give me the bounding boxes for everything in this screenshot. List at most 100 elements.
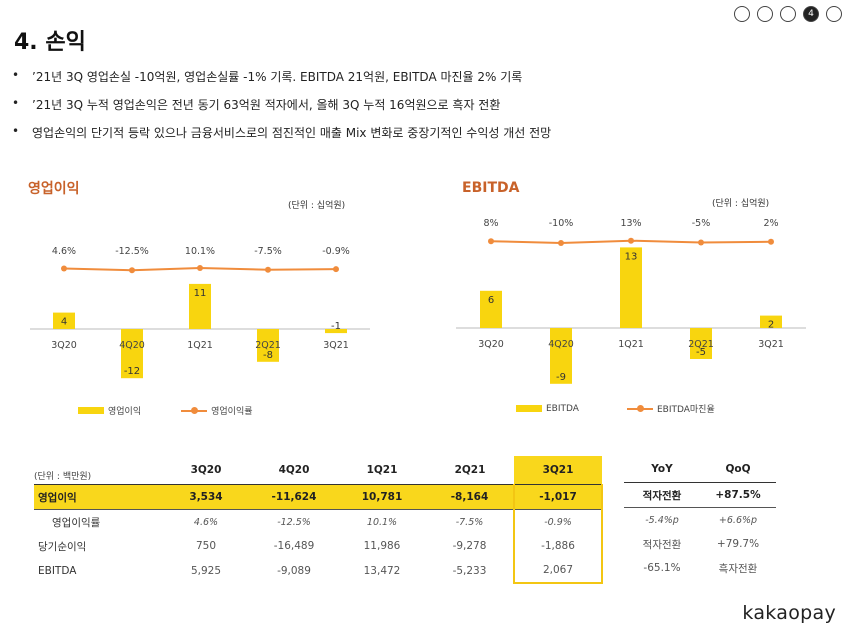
bar-value-label: -8 (263, 350, 273, 361)
line-value-label: 13% (620, 218, 641, 229)
row-label: 영업이익 (34, 484, 162, 510)
category-label: 3Q21 (758, 339, 784, 350)
bullet-item: • ’21년 3Q 누적 영업손익은 전년 동기 63억원 적자에서, 올해 3Q… (12, 96, 551, 124)
category-label: 4Q20 (119, 340, 145, 351)
table-row: -65.1% 흑자전환 (624, 556, 776, 580)
table-cell: 750 (195, 540, 217, 552)
growth-table: YoY QoQ 적자전환 +87.5% -5.4%p +6.6%p 적자전환 +… (624, 456, 776, 580)
legend-bar-swatch (78, 407, 104, 414)
margin-point-3Q21 (768, 238, 774, 245)
table-header: YoY (624, 456, 700, 483)
table-cell: +79.7% (716, 538, 760, 550)
line-value-label: 4.6% (52, 246, 76, 257)
bar-value-label: 11 (194, 288, 207, 299)
legend-bar-label: EBITDA (546, 403, 579, 414)
bullet-list: • ’21년 3Q 영업손실 -10억원, 영업손실률 -1% 기록. EBITD… (12, 68, 551, 152)
financial-table: (단위 : 백만원) 3Q20 4Q20 1Q21 2Q21 3Q21 영업이익… (34, 456, 603, 584)
table-cell: 3,534 (162, 484, 250, 510)
bullet-mark: • (12, 96, 20, 110)
legend-line-swatch (181, 406, 208, 414)
page-dot-1[interactable] (734, 6, 750, 22)
bar-value-label: -9 (556, 372, 566, 383)
bullet-text: ’21년 3Q 누적 영업손익은 전년 동기 63억원 적자에서, 올해 3Q … (32, 98, 501, 112)
bar-value-label: -5 (696, 347, 706, 358)
legend-bar-swatch (516, 405, 542, 412)
table-cell: -5,233 (452, 564, 487, 577)
line-value-label: -7.5% (254, 246, 282, 257)
table-cell: 5,925 (190, 564, 222, 577)
line-value-label: 10.1% (185, 246, 215, 257)
bar-3Q21 (760, 315, 782, 328)
page-dot-5[interactable] (826, 6, 842, 22)
bar-4Q20 (121, 329, 143, 379)
page-dot-4-current[interactable]: 4 (803, 6, 819, 22)
bullet-mark: • (12, 124, 20, 138)
table-row: 당기순이익 750 -16,489 11,986 -9,278 -1,886 (34, 534, 603, 558)
bullet-text: ’21년 3Q 영업손실 -10억원, 영업손실률 -1% 기록. EBITDA… (32, 70, 523, 84)
table-cell: 적자전환 (642, 538, 682, 551)
legend-operating-profit: 영업이익 영업이익률 (78, 404, 253, 417)
table-header-row: YoY QoQ (624, 456, 776, 483)
page-dot-2[interactable] (757, 6, 773, 22)
page-title: 4. 손익 (14, 30, 86, 55)
chart-unit-left: (단위 : 십억원) (288, 201, 346, 211)
table-cell: -11,624 (250, 484, 338, 510)
legend-line-label: 영업이익률 (211, 407, 253, 417)
table-row: 적자전환 +87.5% (624, 482, 776, 508)
line-value-label: -12.5% (115, 246, 149, 257)
bar-value-label: -12 (124, 366, 140, 377)
table-cell: -16,489 (273, 540, 315, 552)
table-header: 2Q21 (426, 456, 514, 485)
category-label: 1Q21 (187, 340, 213, 351)
table-row: EBITDA 5,925 -9,089 13,472 -5,233 2,067 (34, 558, 603, 584)
table-row: 적자전환 +79.7% (624, 532, 776, 556)
table-header-current: 3Q21 (514, 456, 602, 485)
chart-title-operating-profit: 영업이익 (28, 181, 80, 197)
table-cell: 흑자전환 (718, 562, 758, 575)
table-cell: -1,017 (513, 484, 603, 510)
table-cell: +6.6%p (718, 514, 758, 526)
bar-4Q20 (550, 328, 572, 384)
kakaopay-logo: kakaopay (742, 602, 836, 624)
table-row: -5.4%p +6.6%p (624, 508, 776, 533)
line-value-label: 2% (763, 218, 778, 229)
line-value-label: -10% (549, 218, 574, 229)
row-label: 영업이익률 (52, 516, 101, 529)
table-cell: -1,886 (513, 534, 603, 558)
bullet-item: • ’21년 3Q 영업손실 -10억원, 영업손실률 -1% 기록. EBITD… (12, 68, 551, 96)
legend-ebitda: EBITDA EBITDA마진율 (516, 402, 715, 415)
bar-value-label: 13 (625, 251, 638, 262)
table-cell: -5.4%p (645, 514, 679, 526)
line-value-label: 8% (483, 218, 498, 229)
bullet-text: 영업손익의 단기적 등락 있으나 금융서비스로의 점진적인 매출 Mix 변화로… (32, 126, 552, 140)
category-label: 3Q20 (478, 339, 504, 350)
bar-value-label: 4 (61, 317, 67, 328)
bar-value-label: 6 (488, 295, 494, 306)
table-row: 영업이익 3,534 -11,624 10,781 -8,164 -1,017 (34, 484, 603, 510)
margin-point-4Q20 (558, 240, 564, 246)
category-label: 2Q21 (688, 339, 714, 350)
table-cell: -65.1% (643, 562, 681, 574)
margin-point-2Q21 (698, 239, 704, 246)
table-header: QoQ (700, 456, 776, 483)
table-header: 3Q20 (162, 456, 250, 485)
margin-point-3Q20 (488, 238, 494, 245)
bullet-mark: • (12, 68, 20, 82)
bar-1Q21 (189, 283, 211, 329)
page-dot-3[interactable] (780, 6, 796, 22)
margin-point-4Q20 (129, 267, 135, 274)
chart-unit-right: (단위 : 십억원) (712, 199, 770, 209)
table-unit: (단위 : 백만원) (34, 456, 162, 485)
bar-2Q21 (257, 329, 279, 362)
bar-1Q21 (620, 247, 642, 328)
category-label: 4Q20 (548, 339, 574, 350)
margin-point-1Q21 (197, 264, 203, 271)
bar-3Q20 (53, 312, 75, 329)
table-cell: -9,089 (277, 564, 311, 577)
chart-title-ebitda: EBITDA (462, 180, 520, 196)
margin-point-1Q21 (628, 237, 634, 244)
table-cell: 10,781 (338, 484, 426, 510)
line-value-label: -5% (692, 218, 711, 229)
